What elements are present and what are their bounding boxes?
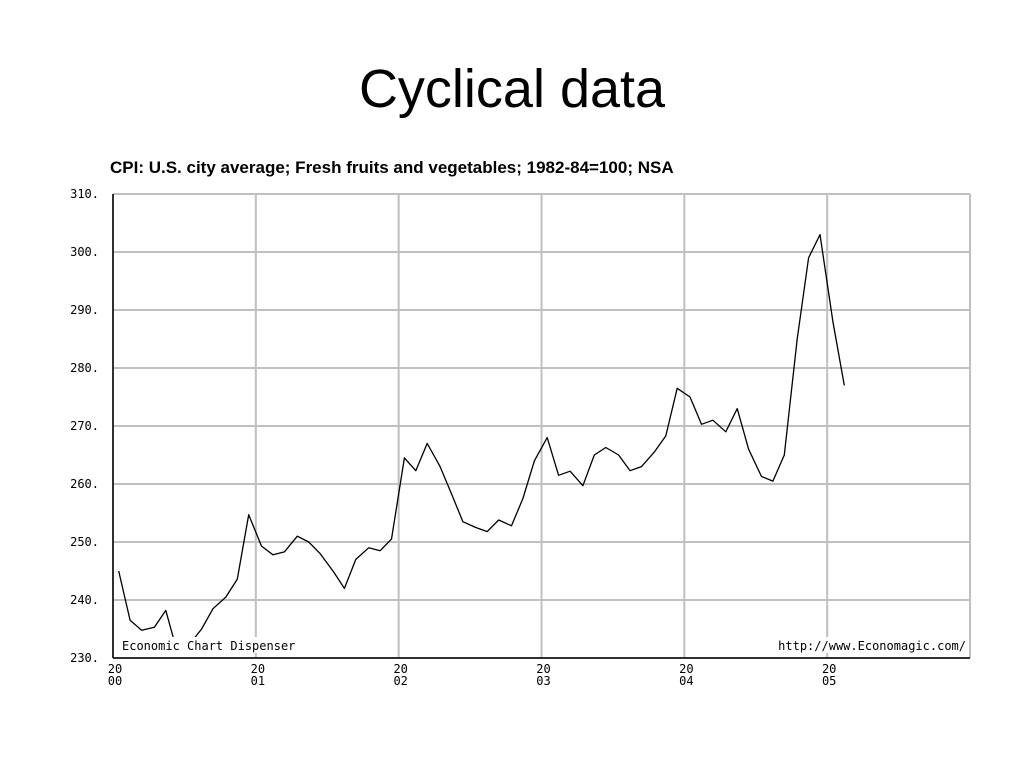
x-tick-label: 04	[679, 674, 693, 688]
credit-left-background	[119, 637, 317, 653]
y-tick-label: 280.	[70, 361, 99, 375]
y-tick-label: 290.	[70, 303, 99, 317]
x-tick-label: 02	[393, 674, 407, 688]
x-tick-label: 20	[679, 662, 693, 676]
x-tick-label: 20	[108, 662, 122, 676]
y-tick-label: 270.	[70, 419, 99, 433]
y-tick-label: 230.	[70, 651, 99, 665]
credit-right: http://www.Economagic.com/	[778, 639, 966, 653]
axes: 230.240.250.260.270.280.290.300.310.2000…	[70, 187, 970, 688]
x-tick-label: 03	[536, 674, 550, 688]
y-tick-label: 260.	[70, 477, 99, 491]
x-tick-label: 01	[251, 674, 265, 688]
credit-right-background	[748, 637, 968, 653]
credit-left: Economic Chart Dispenser	[122, 639, 295, 653]
y-tick-label: 250.	[70, 535, 99, 549]
grid	[112, 193, 971, 659]
x-tick-label: 20	[251, 662, 265, 676]
series-line-0	[118, 233, 845, 653]
y-tick-label: 300.	[70, 245, 99, 259]
x-tick-label: 20	[393, 662, 407, 676]
x-tick-label: 00	[108, 674, 122, 688]
y-tick-label: 240.	[70, 593, 99, 607]
y-tick-label: 310.	[70, 187, 99, 201]
series	[118, 233, 845, 653]
x-tick-label: 20	[822, 662, 836, 676]
chart-title: CPI: U.S. city average; Fresh fruits and…	[110, 158, 674, 177]
x-tick-label: 20	[536, 662, 550, 676]
slide-title: Cyclical data	[358, 59, 666, 119]
x-tick-label: 05	[822, 674, 836, 688]
